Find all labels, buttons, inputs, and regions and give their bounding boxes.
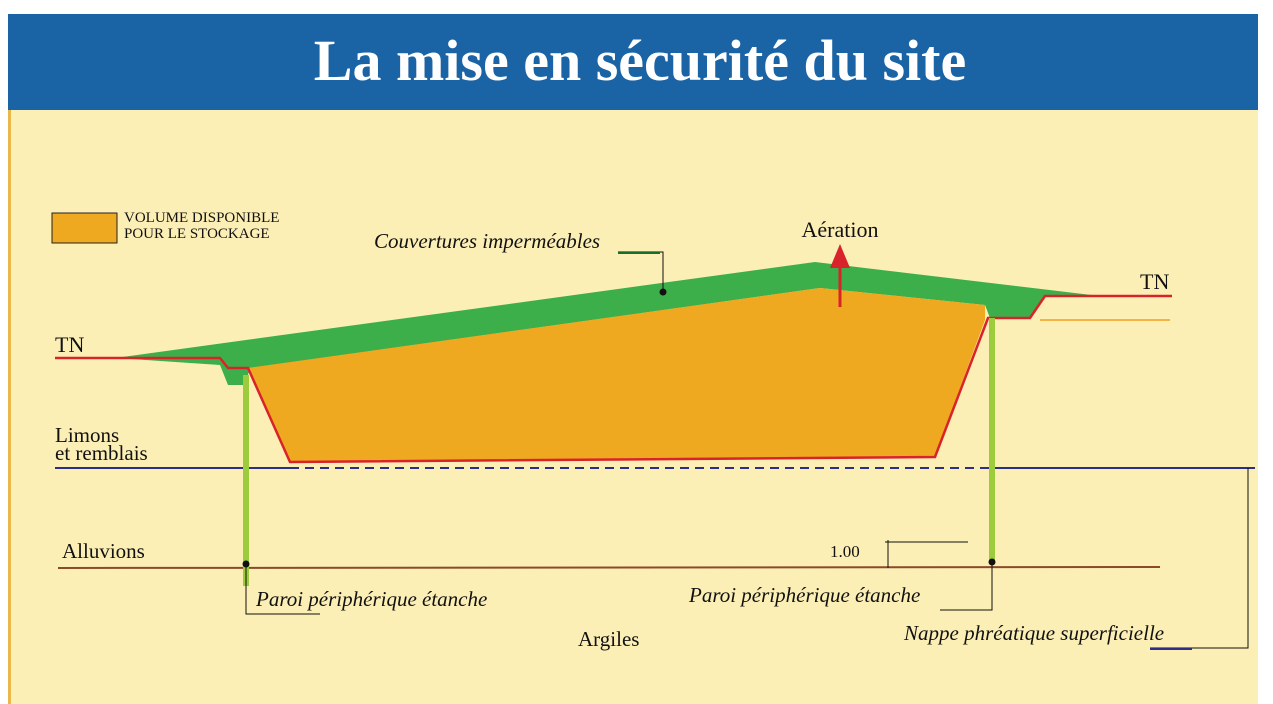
label: Paroi périphérique étanche bbox=[255, 587, 487, 611]
label: Limons bbox=[55, 423, 119, 447]
title: La mise en sécurité du site bbox=[314, 28, 966, 93]
left-border bbox=[8, 110, 11, 704]
label: TN bbox=[1140, 269, 1169, 294]
label: Aération bbox=[802, 217, 879, 242]
ground-line bbox=[55, 294, 1172, 464]
label: Argiles bbox=[578, 627, 639, 651]
leader bbox=[245, 564, 320, 615]
label: et remblais bbox=[55, 441, 148, 465]
storage-volume bbox=[248, 288, 985, 462]
legend-text: POUR LE STOCKAGE bbox=[124, 226, 270, 242]
legend-swatch bbox=[51, 212, 118, 244]
label: Couvertures imperméables bbox=[374, 229, 600, 253]
label: Nappe phréatique superficielle bbox=[903, 621, 1164, 645]
alluvion-line bbox=[57, 566, 1161, 569]
leader bbox=[940, 562, 993, 611]
header bbox=[8, 14, 1258, 110]
legend-text: VOLUME DISPONIBLE bbox=[124, 210, 279, 226]
label: TN bbox=[55, 332, 84, 357]
label: 1.00 bbox=[830, 542, 860, 561]
label: Paroi périphérique étanche bbox=[688, 583, 920, 607]
arrow-head bbox=[830, 244, 850, 268]
label: Alluvions bbox=[62, 539, 145, 563]
